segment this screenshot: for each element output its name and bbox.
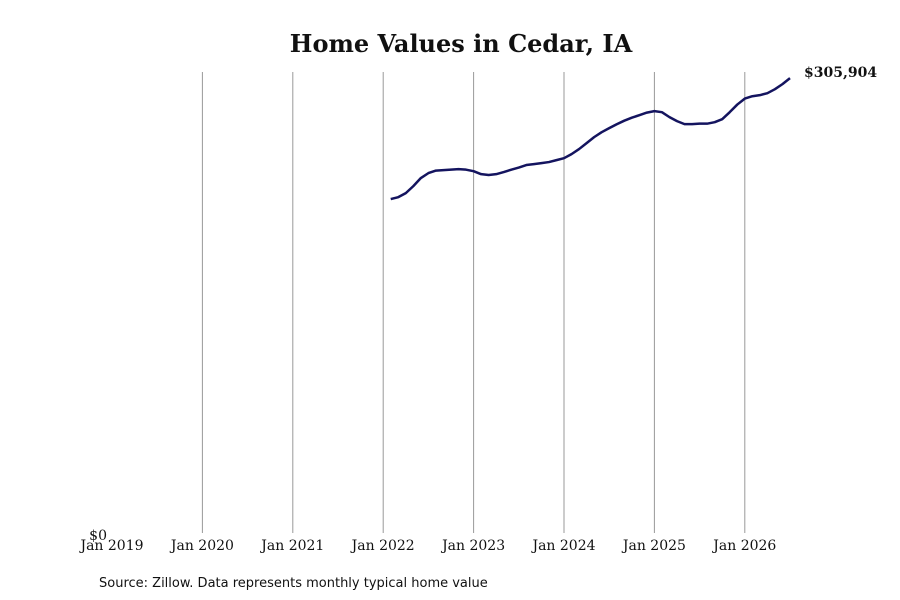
series-line	[390, 77, 791, 201]
x-tick-label: Jan 2025	[621, 538, 686, 554]
x-tick-label: Jan 2026	[711, 538, 776, 554]
x-tick-label: Jan 2019	[78, 538, 143, 554]
y-tick-label: $0	[89, 528, 107, 544]
x-tick-label: Jan 2022	[350, 538, 415, 554]
value-label: $305,904	[804, 65, 877, 81]
x-tick-label: Jan 2021	[259, 538, 324, 554]
x-tick-label: Jan 2024	[530, 538, 595, 554]
x-tick-label: Jan 2023	[440, 538, 505, 554]
x-tick-label: Jan 2020	[169, 538, 234, 554]
source-note: Source: Zillow. Data represents monthly …	[99, 576, 488, 591]
chart-title: Home Values in Cedar, IA	[290, 29, 633, 58]
